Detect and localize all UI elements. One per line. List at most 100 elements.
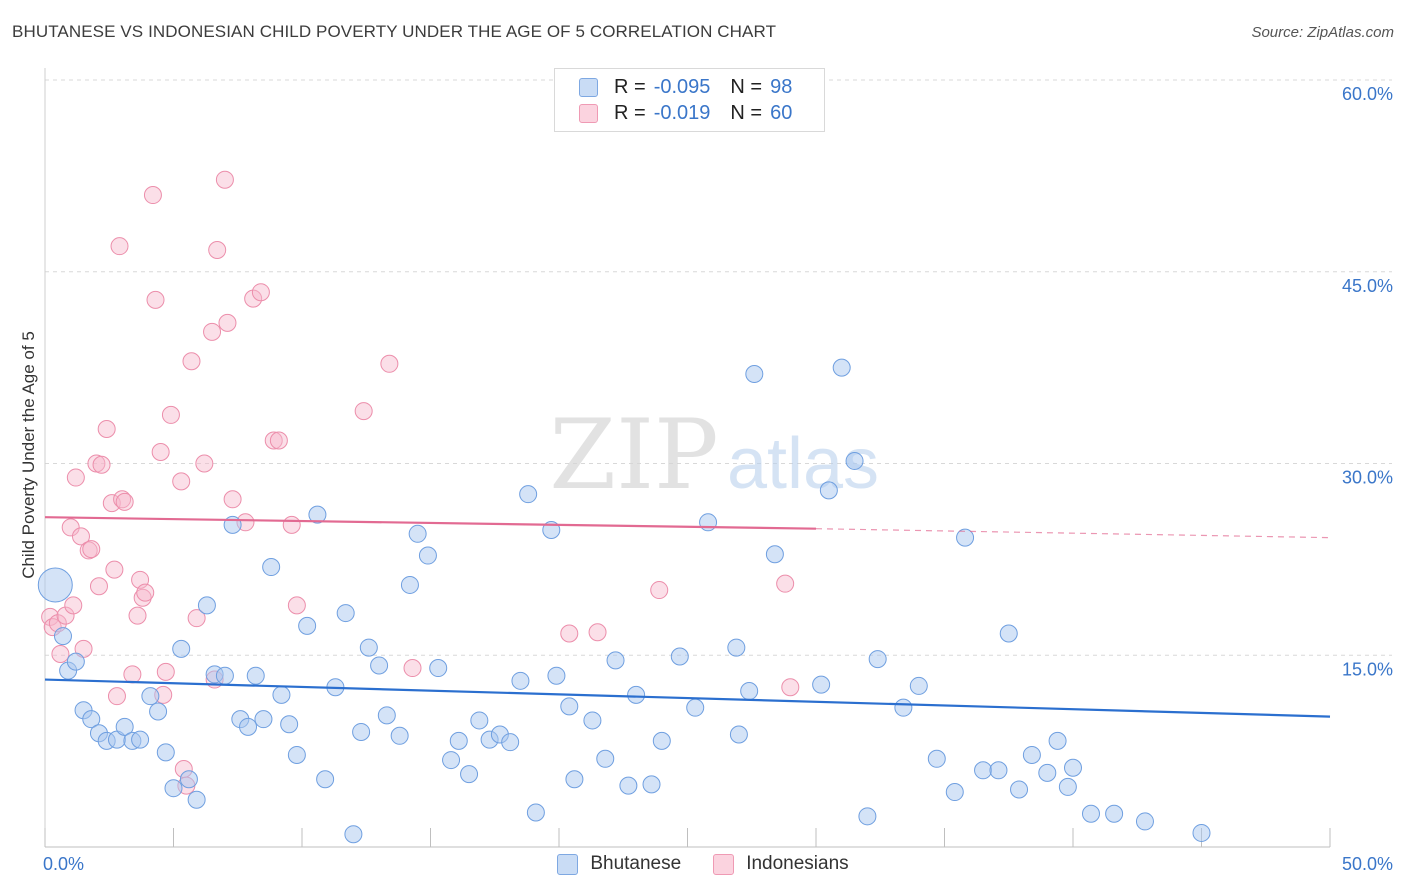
trend-lines — [44, 516, 1331, 718]
bhutanese-point — [845, 451, 864, 470]
indonesians-point — [781, 678, 800, 697]
bhutanese-point — [894, 698, 913, 717]
bhutanese-point — [511, 671, 530, 690]
bhutanese-point — [400, 575, 419, 594]
legend-item-bhutanese[interactable]: Bhutanese — [557, 850, 681, 878]
bhutanese-point — [927, 749, 946, 768]
r-value: -0.095 — [653, 75, 711, 98]
bhutanese-point — [460, 765, 479, 784]
r-label: R = — [614, 101, 646, 124]
indonesians-point — [71, 527, 90, 546]
bhutanese-point — [1010, 780, 1029, 799]
bhutanese-point — [627, 685, 646, 704]
bhutanese-point — [1058, 777, 1077, 796]
indonesians-point — [264, 431, 283, 450]
indonesians-point — [287, 596, 306, 615]
indonesians-trend-extension — [815, 528, 1331, 539]
indonesians-point — [143, 186, 162, 205]
x-tick-label: 0.0% — [43, 854, 84, 874]
bhutanese-point — [418, 546, 437, 565]
indonesians-point — [218, 313, 237, 332]
indonesians-point — [776, 574, 795, 593]
bhutanese-point — [812, 675, 831, 694]
indonesians-point — [182, 352, 201, 371]
indonesians-point — [113, 490, 132, 509]
indonesians-point — [282, 515, 301, 534]
bhutanese-point — [1192, 823, 1211, 842]
bhutanese-point — [298, 616, 317, 635]
bhutanese-point — [280, 715, 299, 734]
bhutanese-point — [999, 624, 1018, 643]
bhutanese-point — [765, 545, 784, 564]
bhutanese-point — [287, 745, 306, 764]
indonesians-point — [151, 442, 170, 461]
bhutanese-point — [352, 722, 371, 741]
indonesians-point — [136, 583, 155, 602]
bhutanese-point — [115, 717, 134, 736]
bhutanese-point — [1081, 804, 1100, 823]
indonesians-point — [380, 354, 399, 373]
y-tick-label: 45.0% — [1342, 276, 1393, 296]
bhutanese-point — [37, 567, 73, 603]
indonesians-point — [64, 596, 83, 615]
watermark-zip: ZIP — [549, 399, 718, 511]
indonesians-point — [269, 431, 288, 450]
indonesians-point — [89, 577, 108, 596]
bhutanese-point — [164, 779, 183, 798]
axes — [44, 68, 1331, 848]
correlation-legend: R = -0.095 N = 98 R = -0.019 N = 60 — [554, 68, 825, 132]
bhutanese-point — [868, 650, 887, 669]
bhutanese-point — [596, 749, 615, 768]
bhutanese-point — [82, 710, 101, 729]
bhutanese-point — [565, 770, 584, 789]
bhutanese-trend-line — [44, 678, 1331, 718]
bhutanese-point — [308, 505, 327, 524]
indonesians-point — [82, 540, 101, 559]
bhutanese-point — [909, 676, 928, 695]
bhutanese-point — [619, 776, 638, 795]
indonesians-point — [187, 609, 206, 628]
indonesians-point — [588, 623, 607, 642]
legend-item-indonesians[interactable]: Indonesians — [713, 850, 849, 878]
indonesians-point — [244, 289, 263, 308]
indonesians-trend-line — [44, 516, 817, 530]
indonesians-point — [128, 606, 147, 625]
bhutanese-point — [1048, 731, 1067, 750]
indonesians-point — [208, 241, 227, 260]
bhutanese-point — [974, 761, 993, 780]
r-label: R = — [614, 75, 646, 98]
bhutanese-point — [429, 659, 448, 678]
bhutanese-point — [858, 807, 877, 826]
series-legend: Bhutanese Indonesians — [0, 850, 1406, 878]
bhutanese-swatch — [579, 77, 598, 97]
x-tick-label: 50.0% — [1342, 854, 1393, 874]
indonesians-point — [251, 283, 270, 302]
bhutanese-point — [239, 717, 258, 736]
bhutanese-point — [1038, 763, 1057, 782]
bhutanese-point — [442, 751, 461, 770]
bhutanese-point — [560, 697, 579, 716]
bhutanese-point — [390, 726, 409, 745]
bhutanese-point — [336, 604, 355, 623]
bhutanese-point — [179, 770, 198, 789]
bhutanese-point — [686, 698, 705, 717]
y-tick-label: 15.0% — [1342, 659, 1393, 679]
bhutanese-point — [172, 639, 191, 658]
bhutanese-point — [141, 687, 160, 706]
indonesians-point — [92, 455, 111, 474]
indonesians-point — [223, 490, 242, 509]
indonesians-point — [172, 472, 191, 491]
indonesians-swatch — [713, 853, 735, 875]
indonesians-point — [41, 607, 60, 626]
indonesians-point — [97, 419, 116, 438]
bhutanese-point — [156, 743, 175, 762]
chart-source: Source: ZipAtlas.com — [1251, 24, 1394, 41]
r-value: -0.019 — [653, 101, 711, 124]
indonesians-point — [650, 581, 669, 600]
bhutanese-point — [377, 706, 396, 725]
n-value: 60 — [770, 101, 793, 124]
bhutanese-point — [187, 790, 206, 809]
legend-row-bhutanese: R = -0.095 N = 98 — [579, 74, 792, 100]
bhutanese-point — [745, 365, 764, 384]
legend-label: Bhutanese — [590, 853, 682, 874]
